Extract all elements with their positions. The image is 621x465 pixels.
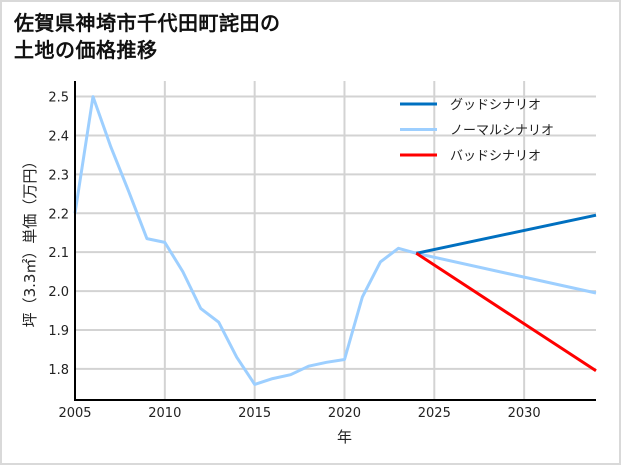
series-line xyxy=(415,252,597,373)
y-tick-label: 2.2 xyxy=(48,207,69,222)
y-tick-label: 1.8 xyxy=(48,363,69,378)
x-tick-label: 2015 xyxy=(238,406,271,421)
legend-item: バッドシナリオ xyxy=(400,149,541,164)
legend-item: グッドシナリオ xyxy=(400,98,541,113)
y-axis-label: 坪（3.3㎡）単価（万円） xyxy=(21,154,39,328)
x-tick-label: 2010 xyxy=(148,406,181,421)
gridlines xyxy=(74,81,596,400)
y-tick-label: 2.1 xyxy=(48,246,69,261)
x-tick-label: 2005 xyxy=(58,406,91,421)
x-axis-label: 年 xyxy=(337,428,352,446)
y-tick-label: 2.5 xyxy=(48,91,69,106)
title-line-2: 土地の価格推移 xyxy=(14,38,158,62)
x-tick-label: 2025 xyxy=(418,406,451,421)
axes xyxy=(74,81,596,401)
y-tick-label: 2.3 xyxy=(48,168,69,183)
y-tick-label: 2.4 xyxy=(48,129,69,144)
series-line xyxy=(73,95,597,386)
y-tick-label: 1.9 xyxy=(48,324,69,339)
x-tick-label: 2020 xyxy=(328,406,361,421)
chart-title: 佐賀県神埼市千代田町詫田の 土地の価格推移 xyxy=(14,10,281,64)
tick-labels: 1.8 1.9 2.0 2.1 2.2 2.3 2.4 2.5 2005 2010 2015 2020… xyxy=(48,91,540,421)
legend-label: グッドシナリオ xyxy=(450,98,541,113)
data-lines xyxy=(73,95,597,386)
series-line xyxy=(415,213,597,255)
legend-label: バッドシナリオ xyxy=(450,149,541,164)
y-tick-label: 2.0 xyxy=(48,285,69,300)
x-tick-label: 2030 xyxy=(508,406,541,421)
legend-label: ノーマルシナリオ xyxy=(450,124,554,139)
title-line-1: 佐賀県神埼市千代田町詫田の xyxy=(14,11,281,35)
legend-item: ノーマルシナリオ xyxy=(400,124,554,139)
